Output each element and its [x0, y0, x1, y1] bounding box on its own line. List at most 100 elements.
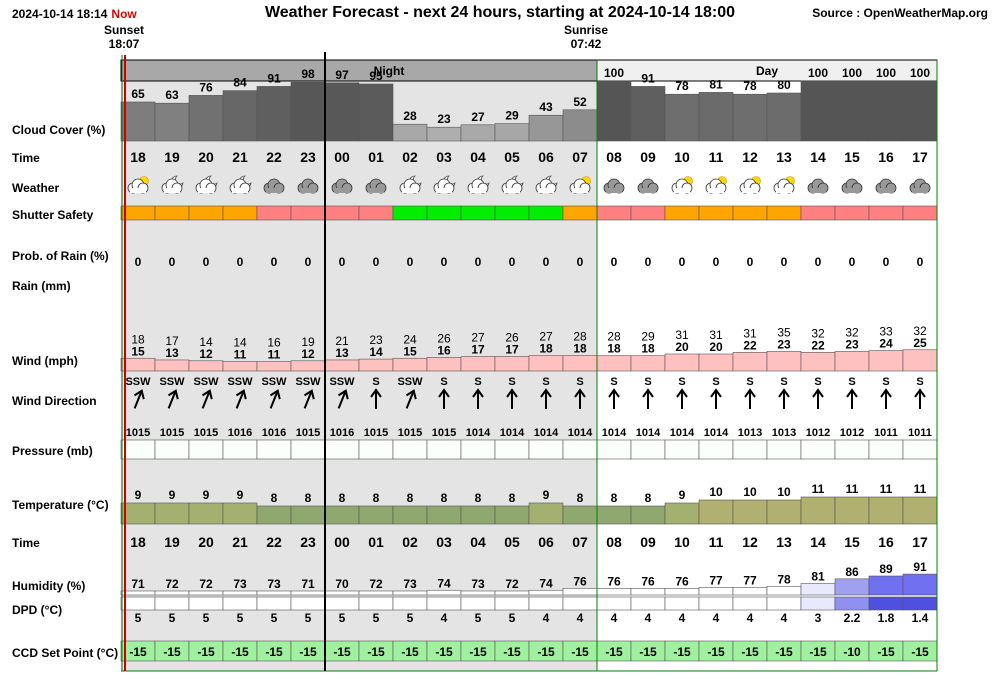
row-label-wind-dir: Wind Direction	[12, 394, 97, 408]
ccd-value: -15	[469, 645, 487, 659]
dpd-cell	[596, 596, 632, 611]
ccd-value: -15	[673, 645, 691, 659]
dpd-cell	[562, 596, 598, 611]
wind-arrow-icon	[269, 389, 281, 409]
wind-arrow-icon	[337, 389, 349, 409]
dpd-value: 5	[135, 611, 142, 625]
rain-prob-value: 0	[713, 255, 720, 269]
night-band-label: Night	[374, 64, 405, 78]
wind-gust-value: 17	[165, 334, 179, 348]
humidity-bar	[732, 587, 768, 596]
wind-gust-value: 32	[913, 324, 927, 338]
temperature-bar	[426, 505, 462, 525]
dpd-value: 4	[645, 611, 652, 625]
overcast-cloud-icon	[807, 178, 829, 194]
cloud-bar	[562, 109, 598, 142]
ccd-value: -15	[877, 645, 895, 659]
wind-arrow-icon	[303, 389, 315, 409]
cloud-value: 81	[709, 77, 723, 91]
rain-prob-value: 0	[679, 255, 686, 269]
dpd-cell	[154, 596, 190, 611]
wind-dir-label: S	[678, 376, 685, 388]
wind-gust-value: 35	[777, 325, 791, 339]
rain-prob-value: 0	[883, 255, 890, 269]
dpd-cell	[630, 596, 666, 611]
cloud-value: 63	[165, 88, 179, 102]
wind-speed-value: 11	[234, 348, 247, 362]
cloud-bar	[494, 123, 530, 142]
cloud-bar	[290, 81, 326, 142]
humidity-value: 72	[505, 577, 519, 591]
temperature-value: 9	[543, 488, 550, 502]
time-label: 22	[266, 149, 282, 165]
cloud-value: 52	[573, 95, 587, 109]
overcast-cloud-icon	[909, 178, 931, 194]
pressure-value: 1016	[330, 427, 354, 439]
arrow-head	[608, 388, 620, 398]
time-label: 05	[504, 534, 520, 550]
cloud-base	[266, 188, 282, 193]
time-label: 14	[810, 149, 826, 165]
cloud-icon	[569, 178, 591, 194]
wind-arrow-icon	[710, 388, 722, 409]
row-label-cloud: Cloud Cover (%)	[12, 123, 106, 137]
dpd-value: 5	[305, 611, 312, 625]
rain-prob-value: 0	[509, 255, 516, 269]
wind-gust-value: 27	[539, 330, 553, 344]
rain-prob-value: 0	[475, 255, 482, 269]
shutter-cell	[868, 205, 904, 221]
arrow-head	[133, 389, 145, 400]
time-label: 14	[810, 534, 826, 550]
pressure-cell	[324, 439, 360, 460]
wind-dir-label: SSW	[159, 376, 185, 388]
wind-bar	[596, 355, 632, 372]
sunrise-title: Sunrise	[563, 23, 608, 37]
arrow-head	[642, 388, 654, 398]
cloud-bar	[732, 93, 768, 142]
temperature-bar	[562, 505, 598, 525]
shutter-cell	[800, 205, 836, 221]
time-label: 19	[164, 149, 180, 165]
shutter-cell	[834, 205, 870, 221]
cloud-value: 78	[675, 79, 689, 93]
wind-arrow-icon	[608, 388, 620, 409]
cloud-bar	[834, 80, 870, 142]
cloud-icon	[535, 178, 557, 194]
wind-bar	[290, 360, 326, 372]
cloud-value: 43	[539, 100, 553, 114]
shutter-cell	[290, 205, 326, 221]
dpd-value: 4	[679, 611, 686, 625]
temperature-value: 11	[914, 482, 927, 496]
pressure-value: 1014	[534, 427, 559, 439]
dpd-value: 4	[441, 611, 448, 625]
dpd-cell	[256, 596, 292, 611]
wind-bar	[834, 351, 870, 372]
time-label: 13	[776, 149, 792, 165]
current-datetime: 2024-10-14 18:14 Now	[12, 7, 137, 21]
shutter-cell	[426, 205, 462, 221]
dpd-cell	[392, 596, 428, 611]
pressure-cell	[154, 439, 190, 460]
cloud-value: 27	[471, 110, 485, 124]
time-label: 08	[606, 149, 622, 165]
arrow-head	[167, 389, 179, 400]
cloud-bar	[664, 93, 700, 142]
ccd-value: -15	[605, 645, 623, 659]
dpd-value: 4	[781, 611, 788, 625]
arrow-head	[812, 388, 824, 398]
time-label: 12	[742, 149, 758, 165]
humidity-bar	[324, 590, 360, 596]
wind-bar	[426, 357, 462, 372]
cloud-base	[640, 188, 656, 193]
dpd-cell	[834, 596, 870, 611]
cloud-value: 65	[131, 87, 145, 101]
wind-bar	[562, 355, 598, 372]
pressure-value: 1014	[670, 427, 695, 439]
ccd-value: -10	[843, 645, 861, 659]
humidity-bar	[562, 588, 598, 596]
humidity-bar	[290, 590, 326, 596]
wind-arrow-icon	[846, 388, 858, 409]
ccd-value: -15	[639, 645, 657, 659]
cloud-value: 84	[233, 76, 247, 90]
humidity-bar	[596, 588, 632, 596]
